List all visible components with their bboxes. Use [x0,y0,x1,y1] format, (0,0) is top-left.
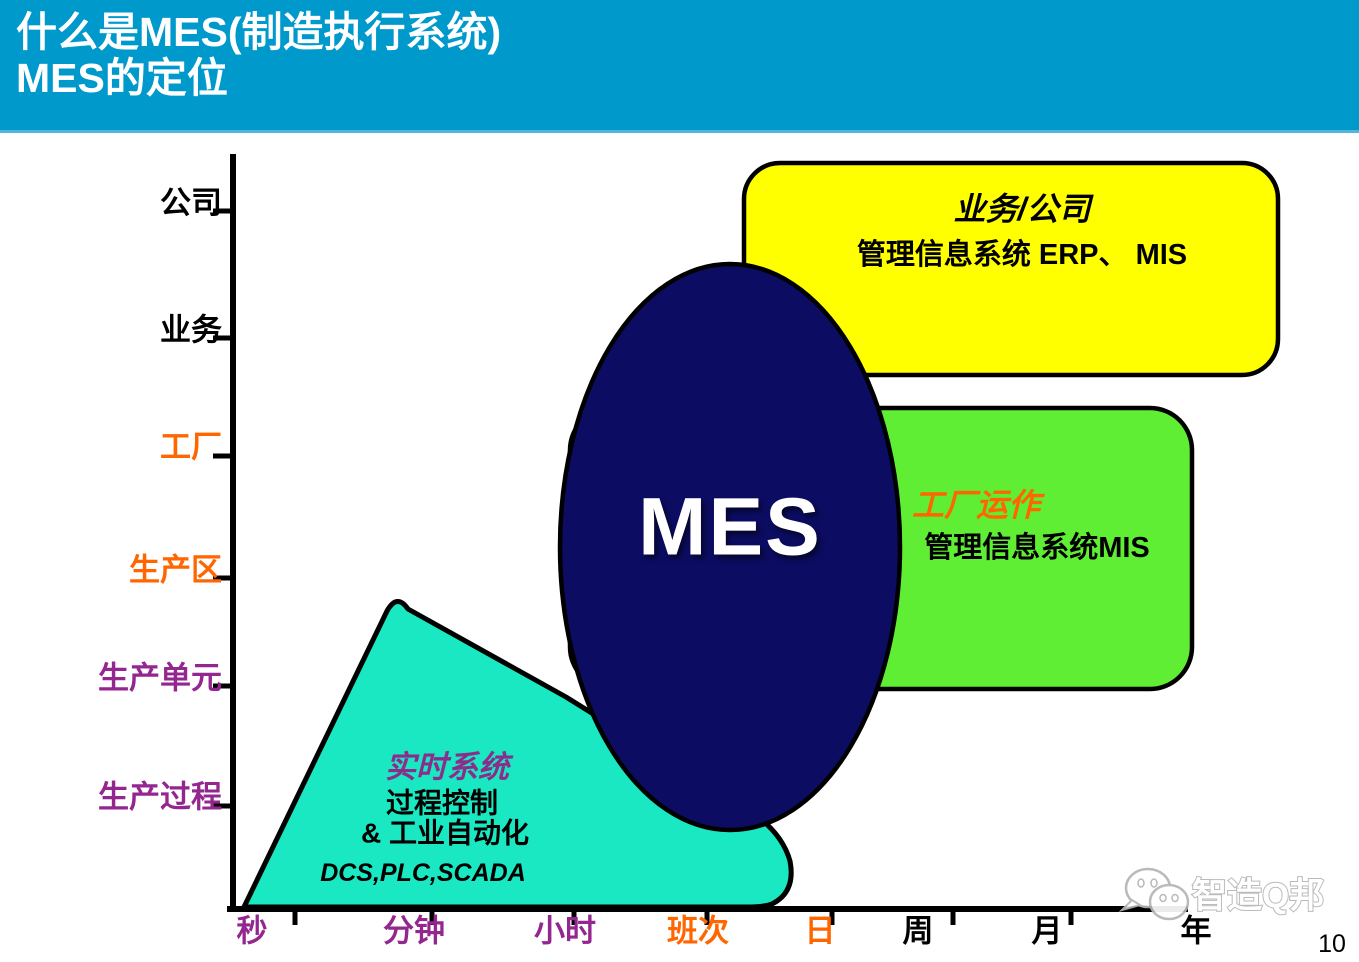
x-axis-label-day: 日 [805,914,836,949]
x-axis-label-hour: 小时 [534,914,596,949]
realtime-systems-line3: DCS,PLC,SCADA [320,859,526,887]
watermark-logo: 智造Q邦 [1118,867,1325,921]
slide-title-line2: MES的定位 [16,54,228,101]
bubble-eye [1159,893,1167,903]
realtime-systems-area: 实时系统 过程控制 & 工业自动化 DCS,PLC,SCADA [241,599,794,910]
x-axis-labels: 秒 分钟 小时 班次 日 周 月 年 [237,914,1212,949]
plant-operations-box-subtitle: 管理信息系统MIS [924,530,1150,564]
bubble-eye [1150,878,1158,888]
mes-ellipse-group: MES [557,261,903,833]
chat-bubble-icon-small [1148,883,1190,921]
x-axis-label-month: 月 [1032,914,1063,949]
x-axis-label-year: 年 [1181,914,1212,949]
bubble-eye [1137,878,1145,888]
y-axis-label-production-area: 生产区 [129,553,222,588]
watermark-text: 智造Q邦 [1192,877,1324,916]
realtime-systems-line2: & 工业自动化 [361,818,529,849]
realtime-systems-title: 实时系统 [385,750,514,785]
x-axis-label-minute: 分钟 [383,914,445,949]
plant-operations-box-title: 工厂运作 [912,487,1045,523]
y-axis-label-company: 公司 [160,186,222,221]
y-axis-label-production-unit: 生产单元 [98,661,222,696]
y-axis-labels: 公司 业务 工厂 生产区 生产单元 生产过程 [98,186,222,815]
page-number: 10 [1318,930,1346,958]
bubble-eye [1171,893,1179,903]
realtime-systems-area-shape [241,599,794,910]
slide-title-line1: 什么是MES(制造执行系统) [16,9,502,55]
x-axis-label-shift: 班次 [667,914,729,949]
y-axis-label-factory: 工厂 [160,430,222,465]
x-axis-label-second: 秒 [237,914,268,949]
business-company-box-subtitle: 管理信息系统 ERP、 MIS [857,237,1187,271]
mes-label: MES [638,482,822,573]
x-axis-label-week: 周 [903,914,934,949]
y-axis-label-business: 业务 [160,313,222,348]
business-company-box-title: 业务/公司 [954,191,1095,227]
y-axis-label-production-process: 生产过程 [98,780,222,815]
realtime-systems-line1: 过程控制 [386,788,498,819]
mes-ellipse-shape [557,261,903,833]
slide-header: 什么是MES(制造执行系统) MES的定位 [0,0,1359,133]
chat-bubble-tail [1118,898,1143,912]
